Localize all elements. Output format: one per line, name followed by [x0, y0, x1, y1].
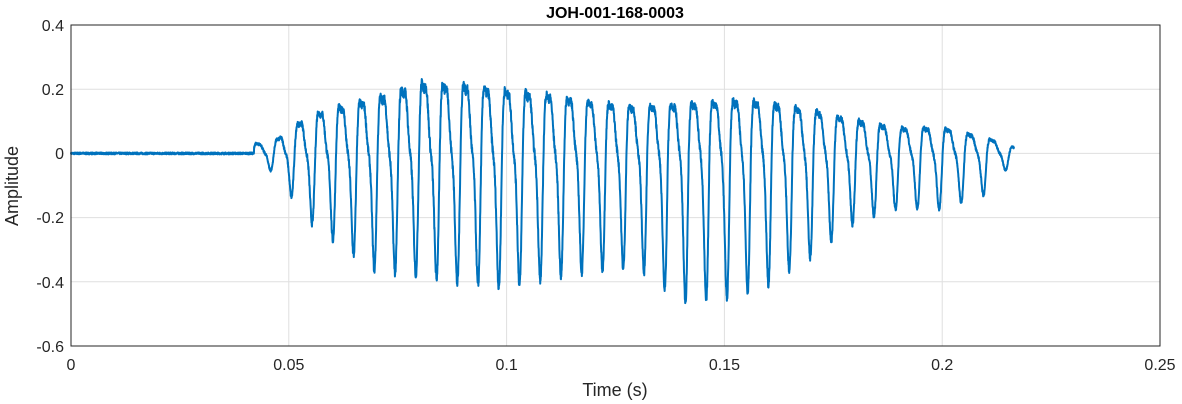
x-tick-label-1: 0.05	[273, 357, 304, 374]
x-axis-ticks: 0 0.05 0.1 0.15 0.2 0.25	[67, 357, 1176, 374]
chart-title: JOH-001-168-0003	[546, 5, 684, 22]
y-tick-label-5: -0.6	[36, 339, 64, 356]
y-tick-label-2: 0	[55, 146, 64, 163]
signal-series-line	[70, 78, 1015, 305]
x-tick-label-5: 0.25	[1144, 357, 1175, 374]
x-tick-label-0: 0	[67, 357, 76, 374]
x-tick-label-2: 0.1	[495, 357, 517, 374]
y-tick-label-1: 0.2	[42, 82, 64, 99]
plot-area	[71, 25, 1160, 346]
y-tick-label-0: 0.4	[42, 18, 64, 35]
y-tick-label-4: -0.4	[36, 275, 64, 292]
axes-box	[70, 24, 1161, 347]
x-tick-label-3: 0.15	[709, 357, 740, 374]
y-axis-ticks: 0.4 0.2 0 -0.2 -0.4 -0.6	[36, 18, 64, 356]
y-axis-label: Amplitude	[2, 146, 22, 226]
x-axis-label: Time (s)	[582, 380, 647, 400]
y-tick-label-3: -0.2	[36, 210, 64, 227]
x-tick-label-4: 0.2	[931, 357, 953, 374]
